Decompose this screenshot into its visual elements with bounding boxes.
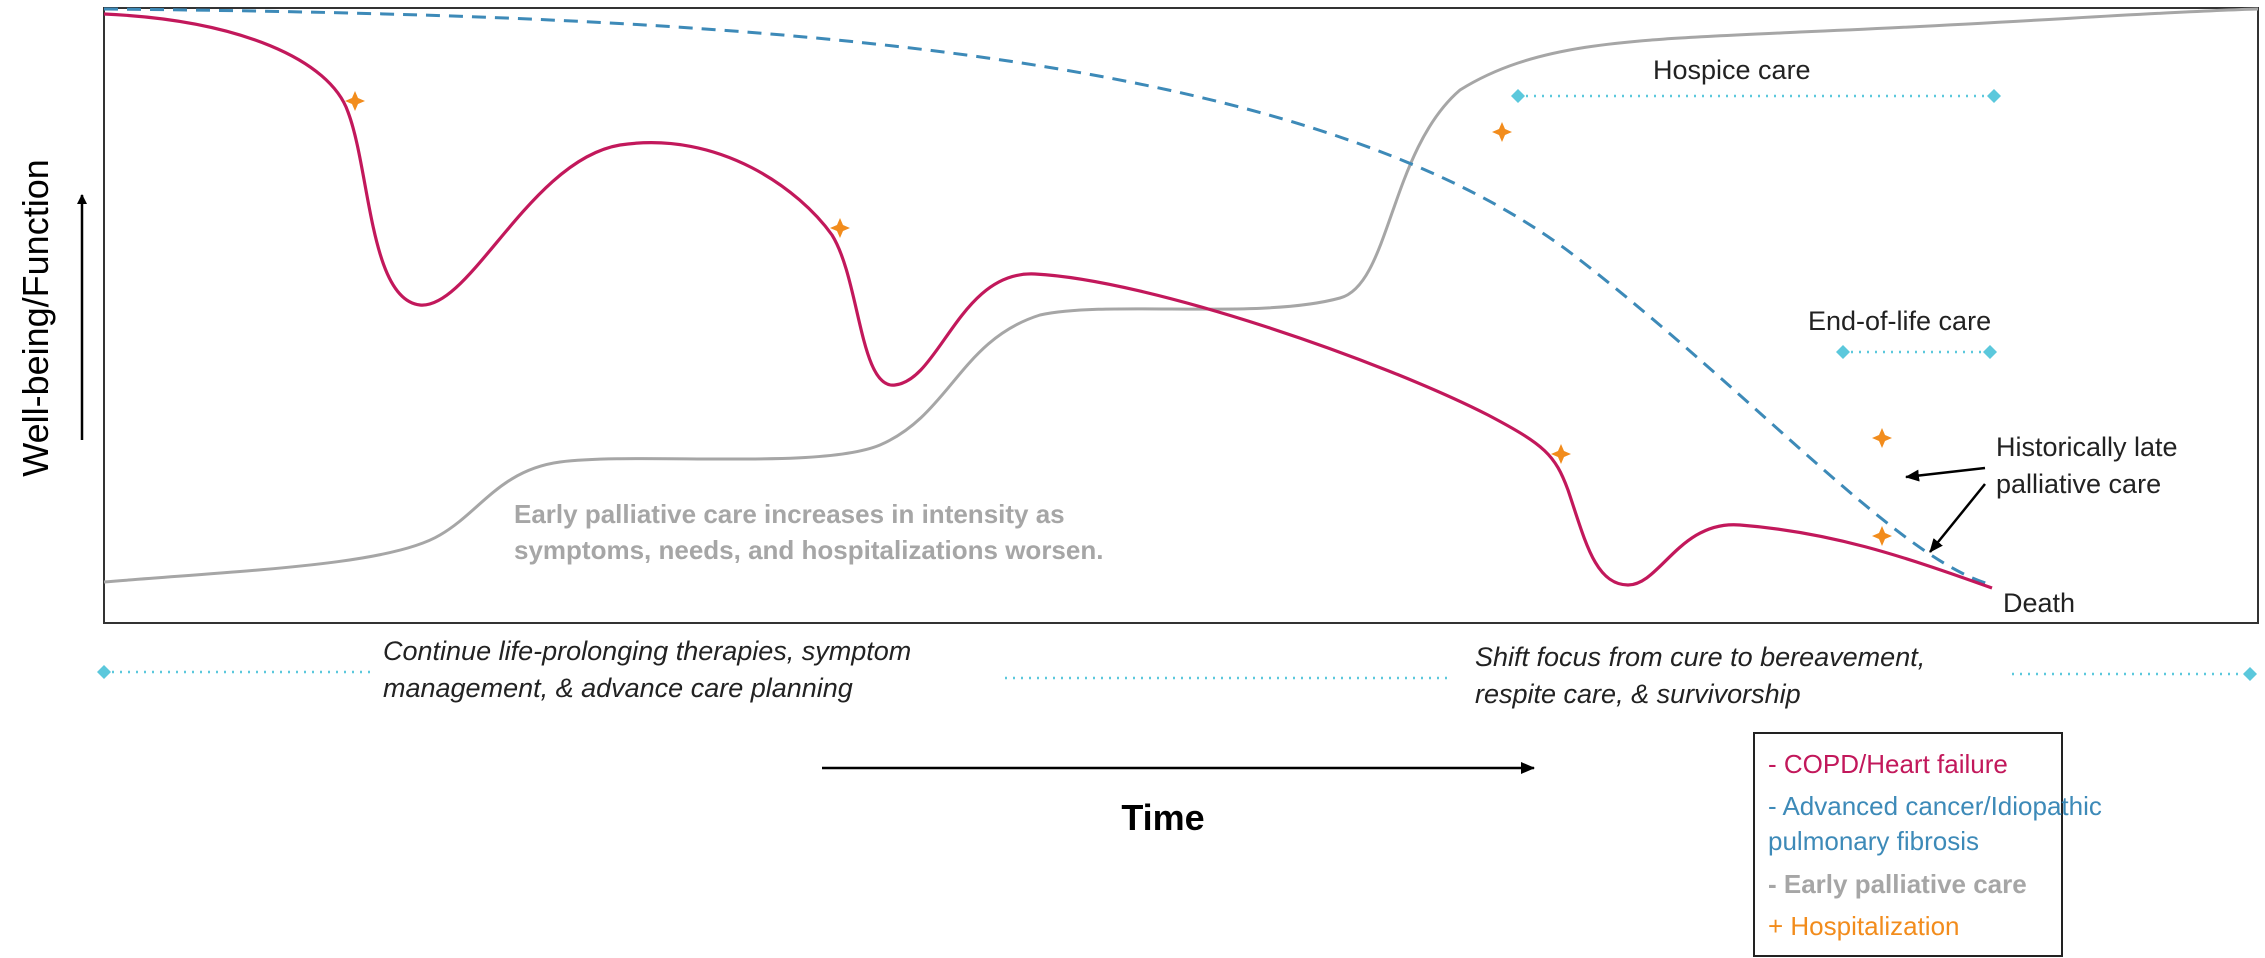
advanced-cancer-curve <box>103 7 1993 587</box>
hospitalization-markers <box>345 91 1892 546</box>
legend-box <box>1753 732 2063 957</box>
hospice-start-diamond-icon <box>1511 89 1525 103</box>
early-palliative-care-curve <box>103 7 2259 584</box>
phase-right-line1: Shift focus from cure to bereavement, <box>1475 642 1925 672</box>
hospice-care-label: Hospice care <box>1653 55 1811 85</box>
legend-item-hospitalization: + Hospitalization <box>1768 911 1960 941</box>
timeline-start-diamond-icon <box>97 665 111 679</box>
plot-frame <box>103 7 2259 624</box>
death-label: Death <box>2003 588 2075 618</box>
end-of-life-care-label: End-of-life care <box>1808 306 1991 336</box>
hospitalization-star-icon <box>1872 526 1892 546</box>
legend-item-early-pc: - Early palliative care <box>1768 869 2027 899</box>
legend-item-cancer-line2: pulmonary fibrosis <box>1768 826 1979 856</box>
early-pc-note-line2: symptoms, needs, and hospitalizations wo… <box>514 535 1103 565</box>
hospitalization-star-icon <box>1551 444 1571 464</box>
hospitalization-star-icon <box>830 218 850 238</box>
copd-heart-failure-curve <box>103 12 1993 590</box>
hospitalization-star-icon <box>1492 122 1512 142</box>
legend-item-cancer-line1: - Advanced cancer/Idiopathic <box>1768 791 2102 821</box>
historically-late-label-line2: palliative care <box>1996 469 2161 499</box>
timeline-end-diamond-icon <box>2243 667 2257 681</box>
historically-late-arrow-upper <box>1905 466 1986 482</box>
early-pc-note-line1: Early palliative care increases in inten… <box>514 499 1065 529</box>
y-axis-label: Well-being/Function <box>15 159 56 477</box>
end-of-life-start-diamond-icon <box>1836 345 1850 359</box>
historically-late-arrow-lower <box>1929 483 1986 553</box>
phase-left-line2: management, & advance care planning <box>383 673 853 703</box>
hospitalization-star-icon <box>345 91 365 111</box>
hospice-end-diamond-icon <box>1987 89 2001 103</box>
historically-late-label-line1: Historically late <box>1996 432 2178 462</box>
end-of-life-end-diamond-icon <box>1983 345 1997 359</box>
x-axis-label: Time <box>1121 797 1204 838</box>
hospitalization-star-icon <box>1872 428 1892 448</box>
phase-left-line1: Continue life-prolonging therapies, symp… <box>383 636 911 666</box>
phase-right-line2: respite care, & survivorship <box>1475 679 1801 709</box>
legend-item-copd: - COPD/Heart failure <box>1768 749 2008 779</box>
